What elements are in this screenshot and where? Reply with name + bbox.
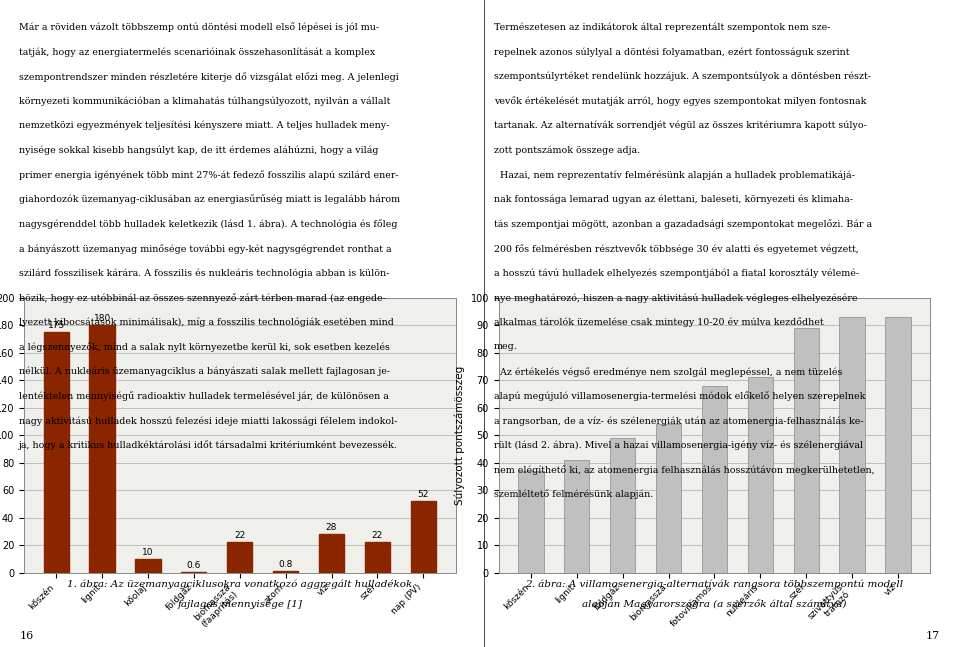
Text: alkalmas tárolók üzemelése csak mintegy 10-20 év múlva kezdődhet: alkalmas tárolók üzemelése csak mintegy … [494,318,824,327]
Bar [43,332,69,573]
Text: meg.: meg. [494,342,518,351]
Text: 16: 16 [19,631,34,641]
Text: 52: 52 [417,490,429,499]
Bar [410,501,436,573]
Text: 28: 28 [326,523,338,532]
Bar [564,460,590,573]
Text: szempontsúlyrtéket rendelünk hozzájuk. A szempontsúlyok a döntésben részt-: szempontsúlyrtéket rendelünk hozzájuk. A… [494,72,871,82]
Text: nyisége sokkal kisebb hangsúlyt kap, de itt érdemes aláhúzni, hogy a világ: nyisége sokkal kisebb hangsúlyt kap, de … [19,146,379,155]
Text: ja, hogy a kritikus hulladkéktárolási időt társadalmi kritériumként bevezessék.: ja, hogy a kritikus hulladkéktárolási id… [19,441,398,450]
Text: 0.8: 0.8 [278,560,292,569]
Bar [135,559,160,573]
Text: nemzetközi egyezmények teljesítési kényszere miatt. A teljes hulladek meny-: nemzetközi egyezmények teljesítési kénys… [19,121,389,131]
Text: tatják, hogy az energiatermelés scenarióinak összehasonlítását a komplex: tatják, hogy az energiatermelés scenarió… [19,47,375,57]
Text: Természetesen az indikátorok által reprezentált szempontok nem sze-: Természetesen az indikátorok által repre… [494,23,830,32]
Bar [702,386,727,573]
Text: vevők értékelését mutatják arról, hogy egyes szempontokat milyen fontosnak: vevők értékelését mutatják arról, hogy e… [494,96,866,106]
Text: a bányászott üzemanyag minősége további egy-két nagysgégrendet ronthat a: a bányászott üzemanyag minősége további … [19,244,392,254]
Bar [656,424,681,573]
Bar [89,325,115,573]
Text: nak fontossága lemarad ugyan az élettani, baleseti, környezeti és klimaha-: nak fontossága lemarad ugyan az élettani… [494,195,853,204]
Bar [227,542,252,573]
Text: 10: 10 [142,548,153,557]
Text: 22: 22 [234,531,246,540]
Text: szemléltető felmérésünk alapján.: szemléltető felmérésünk alapján. [494,490,653,499]
Text: fajlagos mennyisége [1]: fajlagos mennyisége [1] [177,600,302,609]
Text: tás szempontjai mögött, azonban a gazadadsági szempontokat megelőzi. Bár a: tás szempontjai mögött, azonban a gazada… [494,219,872,229]
Y-axis label: Súlyozott pontszámösszeg: Súlyozott pontszámösszeg [455,366,465,505]
Bar [839,317,865,573]
Text: nem elégíthető ki, az atomenergia felhasználás hosszútávon megkerülhetetlen,: nem elégíthető ki, az atomenergia felhas… [494,465,875,475]
Bar [748,377,773,573]
Text: primer energia igényének több mint 27%-át fedező fosszilis alapú szilárd ener-: primer energia igényének több mint 27%-á… [19,170,399,180]
Text: alapján Magyarországra (a szerzők által számítva): alapján Magyarországra (a szerzők által … [582,600,847,609]
Bar [518,471,544,573]
Text: tartanak. Az alternatívák sorrendjét végül az összes kritériumra kapott súlyo-: tartanak. Az alternatívák sorrendjét vég… [494,121,867,131]
Text: nagy aktivitású hulladek hosszú felezési ideje miatti lakossági félelem indokol-: nagy aktivitású hulladek hosszú felezési… [19,416,398,426]
Text: zott pontszámok összege adja.: zott pontszámok összege adja. [494,146,640,155]
Text: bözik, hogy ez utóbbinál az összes szennyező zárt térben marad (az engede-: bözik, hogy ez utóbbinál az összes szenn… [19,293,386,303]
Text: szempontrendszer minden részletére kiterje dő vizsgálat előzi meg. A jelenlegi: szempontrendszer minden részletére kiter… [19,72,399,82]
Text: lentéktelen mennyiségű radioaktiv hulladek termelésével jár, de különösen a: lentéktelen mennyiségű radioaktiv hullad… [19,391,389,401]
Bar [364,542,390,573]
Text: 17: 17 [925,631,940,641]
Text: nélkül. A nukleáris üzemanyagciklus a bányászati salak mellett fajlagosan je-: nélkül. A nukleáris üzemanyagciklus a bá… [19,367,390,377]
Text: nagysgérenddel több hulladek keletkezik (lásd 1. ábra). A technológia és főleg: nagysgérenddel több hulladek keletkezik … [19,219,398,229]
Text: szilárd fosszilisek kárára. A fosszilis és nukleáris technológia abban is külön-: szilárd fosszilisek kárára. A fosszilis … [19,269,389,278]
Text: 1. ábra: Az üzemanyagciklusokra vonatkozó aggregált hulladékok: 1. ábra: Az üzemanyagciklusokra vonatkoz… [67,579,412,589]
Text: rült (lásd 2. ábra). Mivel a hazai villamosenergia-igény víz- és szélenergiával: rült (lásd 2. ábra). Mivel a hazai villa… [494,441,863,450]
Text: Az értékelés végső eredménye nem szolgál meglepéssel, a nem tüzelés: Az értékelés végső eredménye nem szolgál… [494,367,842,377]
Bar [794,328,819,573]
Text: alapú megújuló villamosenergia-termelési módok előkelő helyen szerepelnek: alapú megújuló villamosenergia-termelési… [494,391,865,401]
Text: környezeti kommunikációban a klimahatás túlhangsúlyozott, nyilván a vállalt: környezeti kommunikációban a klimahatás … [19,96,390,106]
Text: a légszennyezők, mind a salak nylt környezetbe kerül ki, sok esetben kezelés: a légszennyezők, mind a salak nylt körny… [19,342,390,352]
Bar [273,571,298,573]
Text: 175: 175 [48,321,65,330]
Text: a rangsorban, de a víz- és szélenergiák után az atomenergia-felhasználás ke-: a rangsorban, de a víz- és szélenergiák … [494,416,863,426]
Text: a hosszú távú hulladek elhelyezés szempontjából a fiatal korosztály vélemé-: a hosszú távú hulladek elhelyezés szempo… [494,269,859,278]
Text: 200 fős felmérésben résztvevők többsége 30 év alatti és egyetemet végzett,: 200 fős felmérésben résztvevők többsége … [494,244,858,254]
Text: 180: 180 [93,314,110,323]
Text: 0.6: 0.6 [187,561,201,570]
Text: giahordozók üzemanyag-ciklusában az energiasűrűség miatt is legalább három: giahordozók üzemanyag-ciklusában az ener… [19,195,400,204]
Bar [885,317,911,573]
Bar [181,572,206,573]
Text: nye meghatározó, hiszen a nagy aktivitású hulladek végleges elhelyezésére: nye meghatározó, hiszen a nagy aktivitás… [494,293,857,303]
Text: 2. ábra: A villamosenergia-alternatívák rangsora többszempontú modell: 2. ábra: A villamosenergia-alternatívák … [526,579,903,589]
Bar [610,438,635,573]
Text: lyezett kibocsátások minimálisak), míg a fosszilis technológiák esetében mind: lyezett kibocsátások minimálisak), míg a… [19,318,394,327]
Bar [319,534,344,573]
Text: repelnek azonos súlylyal a döntési folyamatban, ezért fontosságuk szerint: repelnek azonos súlylyal a döntési folya… [494,47,850,57]
Text: 22: 22 [372,531,383,540]
Text: Hazai, nem reprezentatív felmérésünk alapján a hulladek problematikájá-: Hazai, nem reprezentatív felmérésünk ala… [494,170,854,180]
Text: Már a röviden vázolt többszemp ontú döntési modell első lépései is jól mu-: Már a röviden vázolt többszemp ontú dönt… [19,23,380,32]
